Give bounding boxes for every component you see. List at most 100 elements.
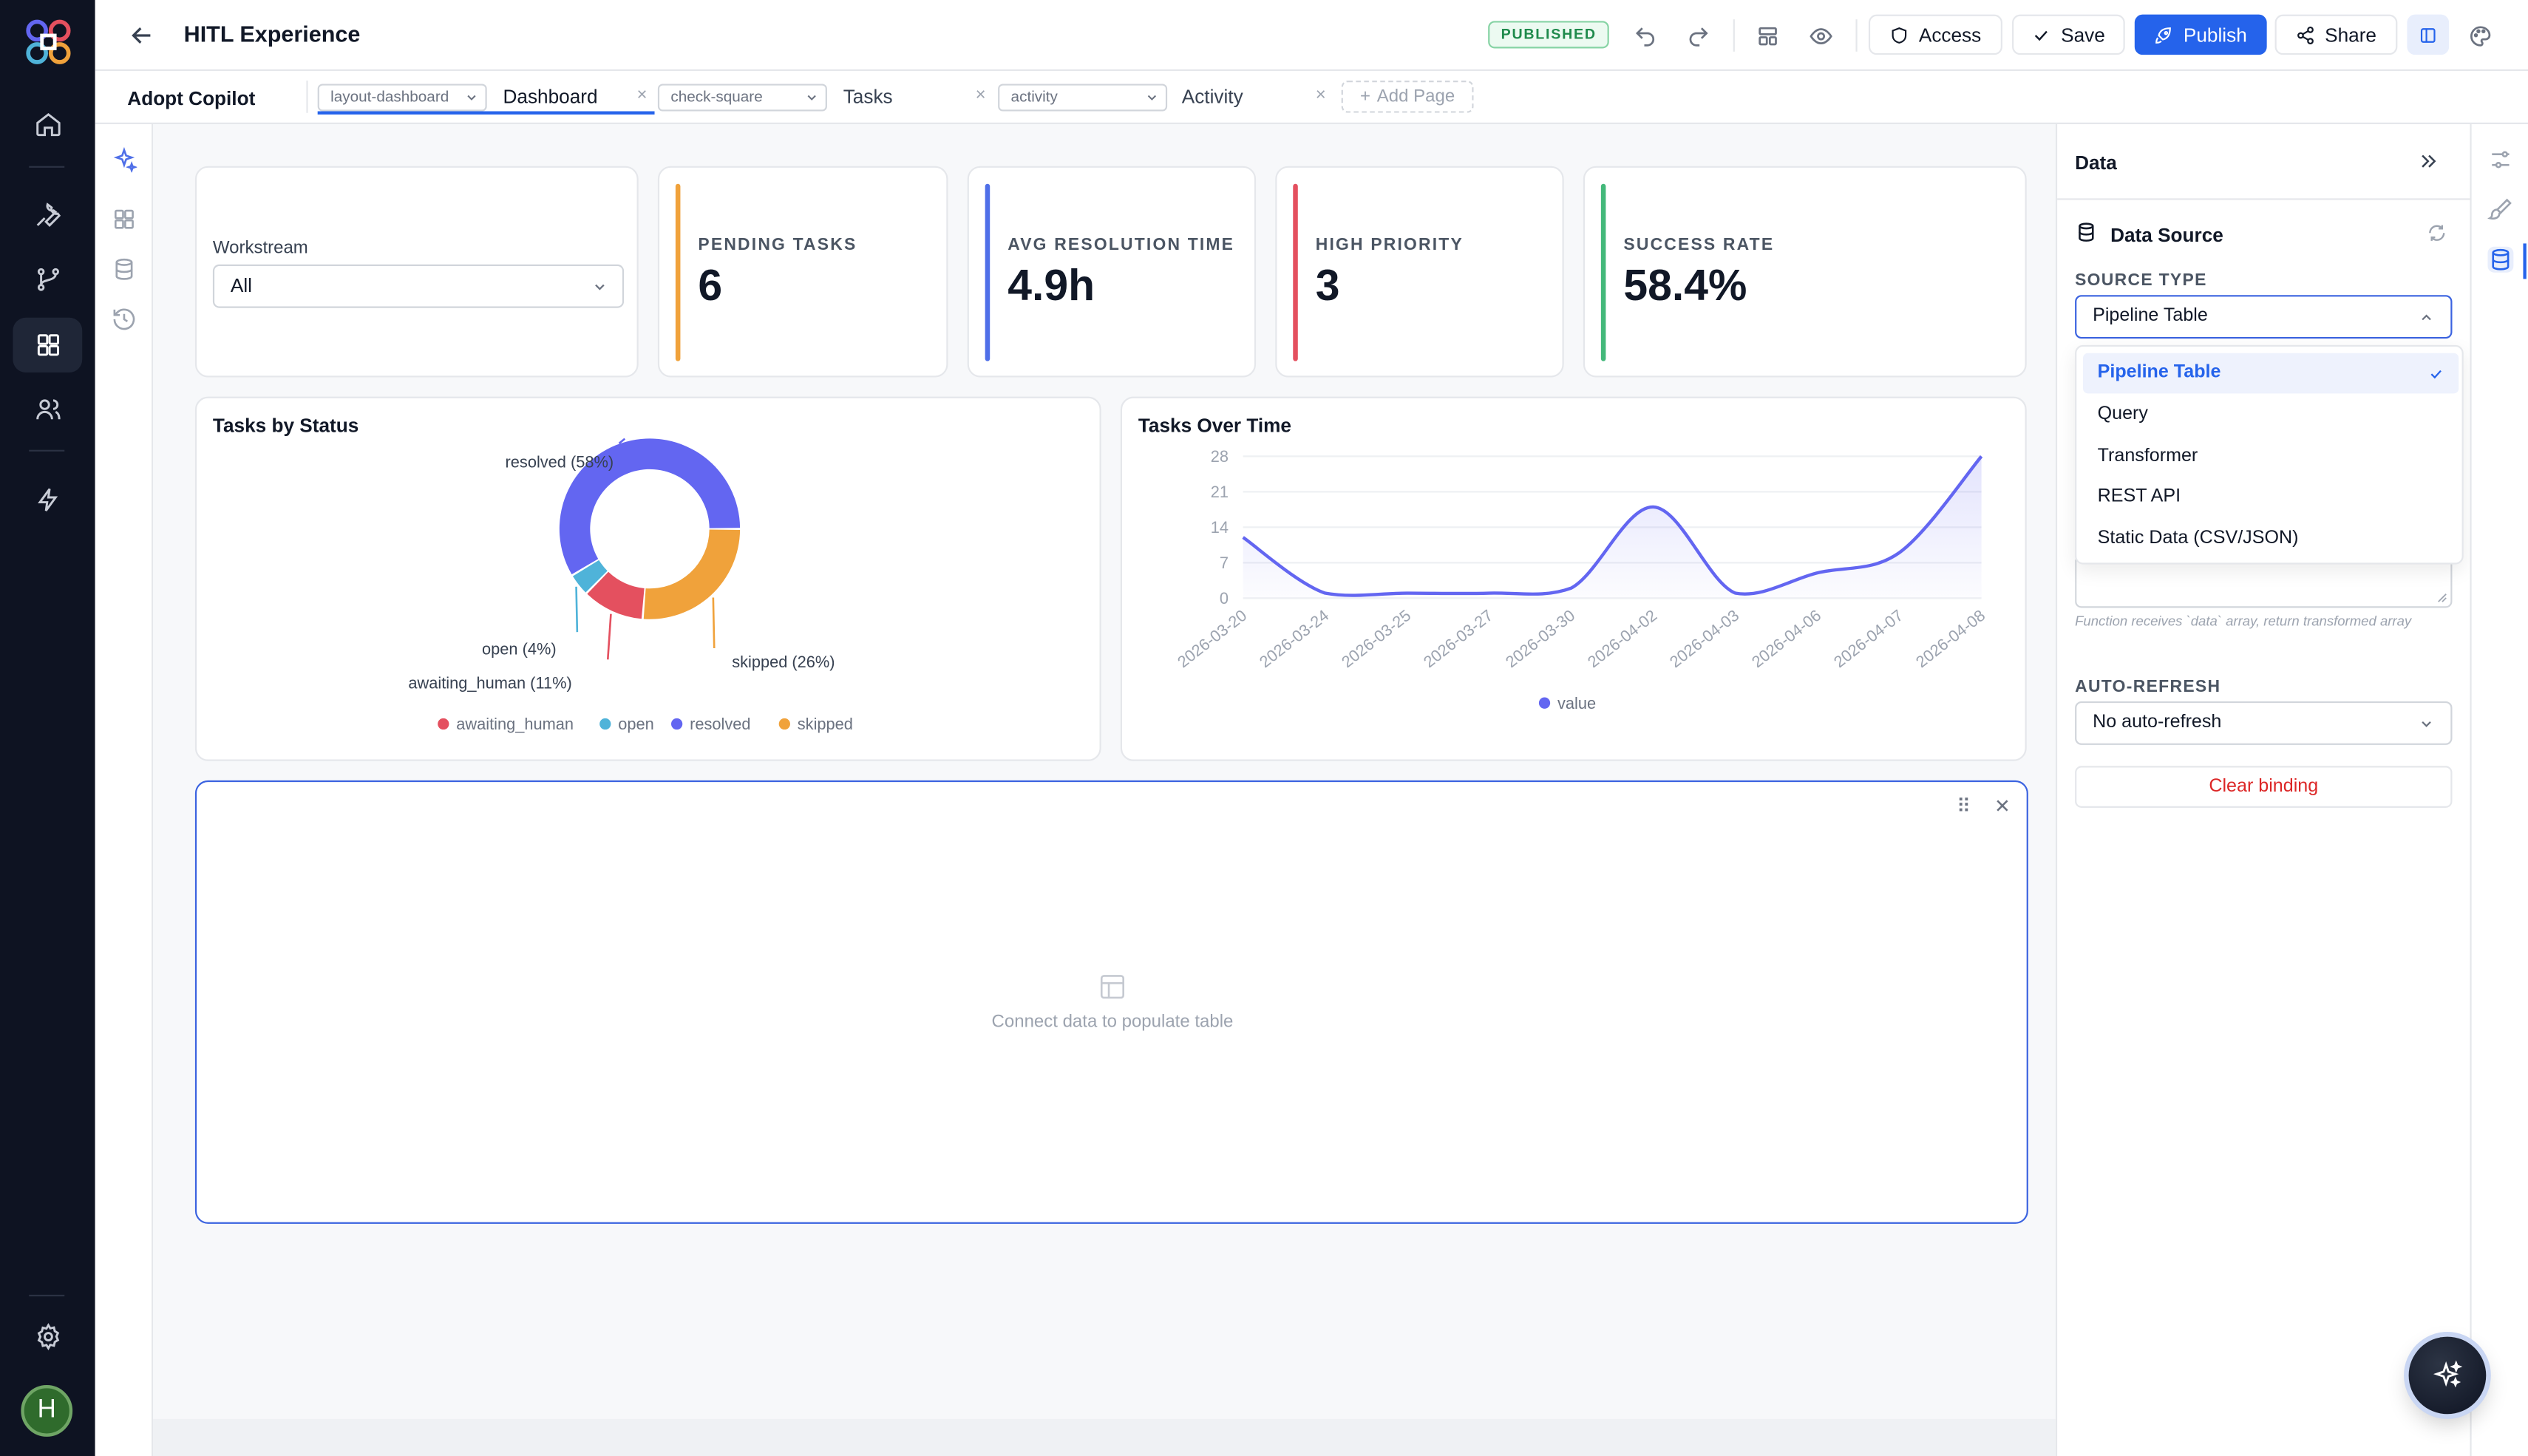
nav-automations-button[interactable] bbox=[13, 472, 82, 527]
donut-slice-awaiting_human[interactable] bbox=[587, 571, 645, 619]
source-option-query[interactable]: Query bbox=[2097, 404, 2148, 424]
tab-close-tasks[interactable]: × bbox=[975, 85, 986, 105]
share-button-label: Share bbox=[2325, 23, 2377, 47]
database-icon[interactable] bbox=[2487, 246, 2514, 273]
source-option-transformer[interactable]: Transformer bbox=[2097, 446, 2198, 466]
tab-tasks[interactable]: Tasks bbox=[843, 85, 893, 109]
donut-slice-skipped[interactable] bbox=[643, 529, 741, 619]
workstream-label: Workstream bbox=[212, 238, 308, 259]
save-button[interactable]: Save bbox=[2012, 14, 2125, 55]
panel-divider bbox=[2057, 198, 2470, 200]
tab-icon-select-activity[interactable]: activity bbox=[998, 84, 1168, 112]
close-icon[interactable]: ✕ bbox=[1994, 795, 2011, 818]
auto-refresh-value: No auto-refresh bbox=[2093, 712, 2222, 732]
stat-accent-bar bbox=[1600, 183, 1606, 361]
active-rail-indicator bbox=[2523, 243, 2527, 279]
x-tick-label: 2026-03-24 bbox=[1256, 606, 1332, 671]
user-avatar[interactable]: H bbox=[21, 1385, 73, 1437]
status-badge: PUBLISHED bbox=[1488, 21, 1610, 49]
nav-pipelines-button[interactable] bbox=[13, 251, 82, 306]
app-logo-icon[interactable] bbox=[23, 16, 75, 68]
nav-home-button[interactable] bbox=[13, 97, 82, 152]
drag-handle-icon[interactable]: ⠿ bbox=[1956, 795, 1971, 818]
tab-icon-value: layout-dashboard bbox=[330, 88, 449, 106]
tab-icon-select-tasks[interactable]: check-square bbox=[657, 84, 827, 112]
access-button[interactable]: Access bbox=[1868, 14, 2002, 55]
paintbrush-icon[interactable] bbox=[2487, 197, 2513, 222]
auto-refresh-select[interactable]: No auto-refresh bbox=[2075, 701, 2453, 745]
tab-dashboard[interactable]: Dashboard bbox=[503, 85, 598, 109]
sliders-icon[interactable] bbox=[2487, 147, 2513, 173]
chevrons-right-icon[interactable] bbox=[2416, 150, 2439, 173]
stat-value: 4.9h bbox=[1008, 261, 1095, 310]
redo-button[interactable] bbox=[1682, 19, 1714, 52]
nav-users-button[interactable] bbox=[13, 382, 82, 437]
nav-apps-button[interactable] bbox=[13, 317, 83, 372]
toggle-panel-button[interactable] bbox=[2407, 14, 2450, 55]
chevron-down-icon bbox=[467, 95, 476, 101]
source-option-rest-api[interactable]: REST API bbox=[2097, 486, 2181, 507]
transform-function-editor[interactable] bbox=[2075, 559, 2453, 608]
data-sources-button[interactable] bbox=[109, 255, 138, 284]
history-button[interactable] bbox=[109, 305, 138, 333]
panel-left-icon bbox=[2420, 27, 2436, 42]
legend-swatch bbox=[778, 718, 790, 730]
y-tick-label: 0 bbox=[1220, 589, 1229, 608]
legend-swatch bbox=[1538, 697, 1551, 709]
theme-button[interactable] bbox=[2464, 19, 2496, 52]
clear-binding-button[interactable]: Clear binding bbox=[2075, 766, 2453, 808]
ai-assistant-button[interactable] bbox=[2408, 1336, 2487, 1415]
donut-chart: skipped (26%) awaiting_human (11%) open (4… bbox=[408, 438, 853, 733]
chart-title: Tasks by Status bbox=[212, 414, 359, 438]
layout-button[interactable] bbox=[1751, 19, 1784, 52]
chevron-down-icon bbox=[2422, 721, 2431, 727]
undo-button[interactable] bbox=[1628, 19, 1661, 52]
stat-card-pending-tasks[interactable]: PENDING TASKS 6 bbox=[657, 166, 948, 378]
transform-hint: Function receives `data` array, return t… bbox=[2075, 613, 2412, 629]
page-title: HITL Experience bbox=[183, 21, 361, 47]
source-type-select[interactable]: Pipeline Table bbox=[2075, 295, 2453, 339]
legend-swatch bbox=[438, 718, 449, 730]
tab-close-activity[interactable]: × bbox=[1315, 85, 1326, 105]
wrench-icon bbox=[35, 203, 61, 227]
active-tab-indicator bbox=[317, 111, 655, 115]
source-option-pipeline-table[interactable]: Pipeline Table bbox=[2083, 353, 2459, 394]
add-page-button[interactable]: + Add Page bbox=[1341, 81, 1474, 113]
nav-tools-button[interactable] bbox=[13, 187, 82, 242]
stat-accent-bar bbox=[1293, 183, 1298, 361]
preview-button[interactable] bbox=[1804, 19, 1837, 52]
donut-slice-open[interactable] bbox=[572, 559, 608, 593]
x-tick-label: 2026-04-03 bbox=[1666, 606, 1742, 671]
ai-sparkles-button[interactable] bbox=[109, 145, 138, 174]
sparkles-icon bbox=[113, 146, 137, 173]
table-widget-card[interactable]: ⠿ ✕ Connect data to populate table bbox=[194, 780, 2028, 1224]
legend-swatch bbox=[671, 718, 683, 730]
rocket-icon bbox=[2155, 26, 2172, 43]
source-option-static-data[interactable]: Static Data (CSV/JSON) bbox=[2097, 528, 2299, 548]
primary-nav: H bbox=[0, 0, 95, 1456]
back-arrow-icon[interactable] bbox=[127, 21, 156, 50]
tab-activity[interactable]: Activity bbox=[1181, 85, 1243, 109]
save-button-label: Save bbox=[2061, 23, 2105, 47]
check-icon bbox=[2035, 30, 2048, 41]
donut-slice-resolved[interactable] bbox=[559, 438, 741, 575]
components-button[interactable] bbox=[109, 205, 138, 234]
tasks-over-time-card[interactable]: Tasks Over Time 0 7 14 21 28 2026-03-20 2026-0… bbox=[1120, 396, 2027, 761]
workstream-select[interactable]: All bbox=[212, 264, 625, 308]
redo-icon bbox=[1688, 27, 1708, 46]
series-line[interactable] bbox=[1242, 455, 1983, 597]
tab-icon-value: activity bbox=[1010, 88, 1058, 106]
tab-close-dashboard[interactable]: × bbox=[636, 85, 648, 105]
stat-label: PENDING TASKS bbox=[698, 235, 857, 255]
stat-card-success-rate[interactable]: SUCCESS RATE 58.4% bbox=[1583, 166, 2027, 378]
stat-card-high-priority[interactable]: HIGH PRIORITY 3 bbox=[1275, 166, 1564, 378]
stat-card-avg-resolution-time[interactable]: AVG RESOLUTION TIME 4.9h bbox=[967, 166, 1257, 378]
tab-icon-select-dashboard[interactable]: layout-dashboard bbox=[317, 84, 487, 112]
refresh-icon[interactable] bbox=[2427, 222, 2447, 243]
gear-icon bbox=[36, 1323, 59, 1350]
share-button[interactable]: Share bbox=[2274, 14, 2398, 55]
nav-settings-button[interactable] bbox=[13, 1309, 82, 1364]
publish-button[interactable]: Publish bbox=[2134, 14, 2267, 55]
tasks-by-status-card[interactable]: Tasks by Status skipped (26%) awaiting_hu… bbox=[194, 396, 1101, 761]
